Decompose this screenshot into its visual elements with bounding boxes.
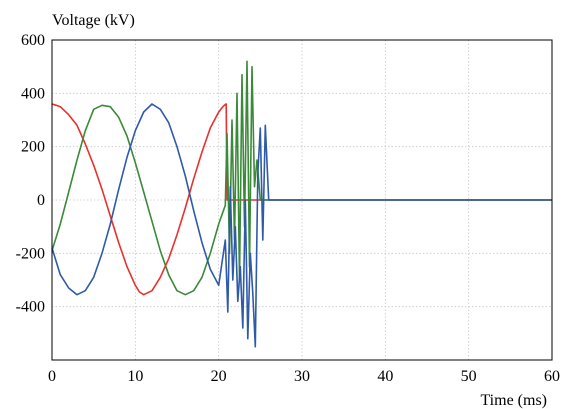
x-tick-label-4: 40 — [377, 368, 393, 385]
x-tick-label-2: 20 — [211, 368, 227, 385]
x-tick-label-3: 30 — [294, 368, 310, 385]
series-group — [51, 60, 552, 348]
y-axis-label: Voltage (kV) — [52, 12, 135, 29]
x-tick-label-5: 50 — [461, 368, 477, 385]
x-tick-label-1: 10 — [127, 368, 143, 385]
y-tick-label-3: 0 — [37, 192, 45, 209]
series-line-2 — [51, 103, 552, 348]
x-axis-ticks: 0 10 20 30 40 50 60 — [48, 368, 560, 385]
x-tick-label-0: 0 — [48, 368, 56, 385]
x-tick-label-6: 60 — [544, 368, 560, 385]
y-tick-label-1: 400 — [21, 85, 45, 102]
plot-frame — [51, 39, 553, 361]
series-line-1 — [51, 60, 552, 296]
y-tick-label-2: 200 — [21, 139, 45, 156]
y-tick-label-4: -200 — [16, 245, 45, 262]
x-axis-label: Time (ms) — [480, 392, 547, 409]
y-axis-ticks: 600 400 200 0 -200 -400 — [16, 32, 45, 316]
y-tick-label-0: 600 — [21, 32, 45, 49]
y-tick-label-5: -400 — [16, 299, 45, 316]
